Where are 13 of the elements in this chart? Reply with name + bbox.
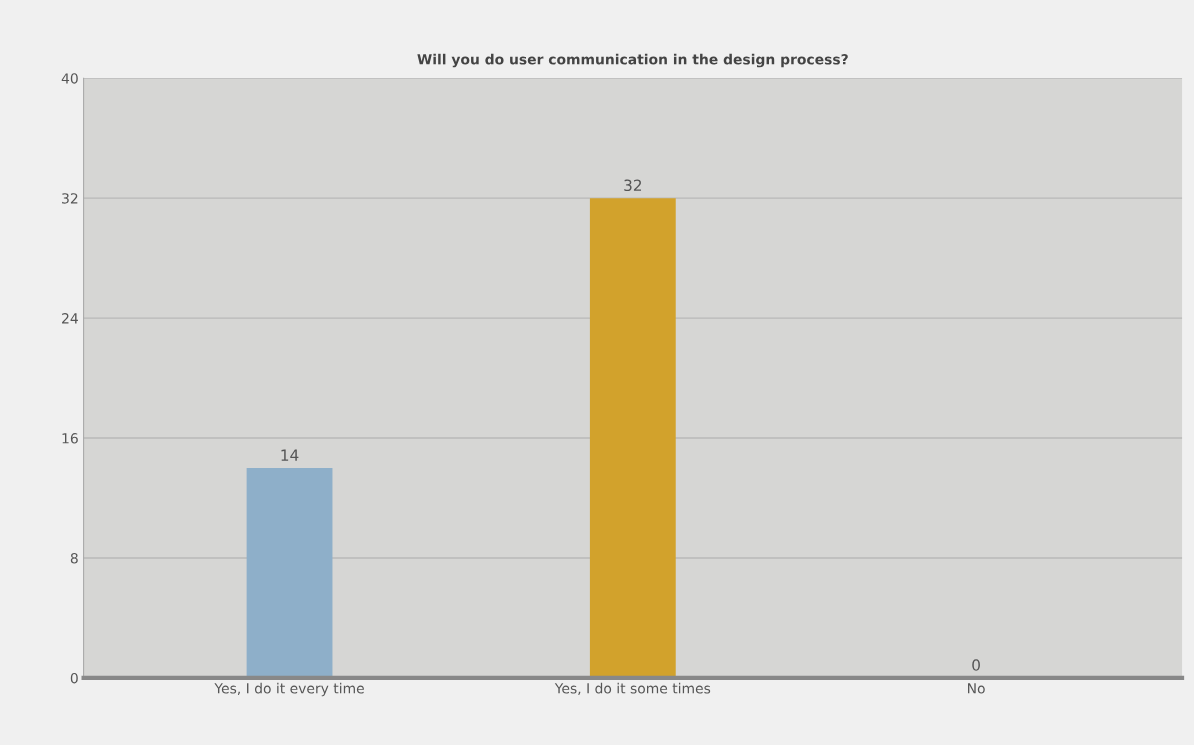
x-tick-label: No (968, 683, 985, 694)
y-tick-label: 0 (70, 672, 78, 684)
y-tick-label: 32 (62, 193, 78, 204)
y-tick-label: 40 (61, 73, 78, 84)
y-tick-label: 24 (62, 313, 78, 324)
x-tick-label: Yes, I do it every time (214, 682, 364, 697)
data-label: 0 (972, 659, 980, 671)
chart-title: Will you do user communication in the design process? (417, 53, 848, 68)
data-label: 14 (281, 449, 299, 461)
y-tick-label: 16 (62, 433, 78, 444)
y-tick-label: 8 (70, 552, 78, 564)
data-label: 32 (624, 179, 642, 192)
x-tick-label: Yes, I do it some times (554, 682, 711, 695)
